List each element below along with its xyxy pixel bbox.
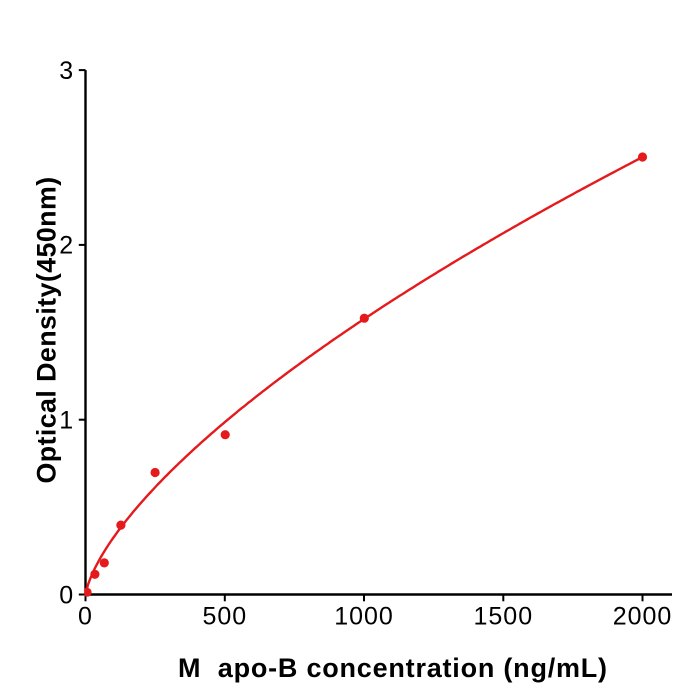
svg-text:0: 0 [78, 602, 93, 630]
svg-text:2000: 2000 [613, 602, 673, 630]
svg-text:Optical Density(450nm): Optical Density(450nm) [32, 176, 62, 483]
svg-text:1500: 1500 [473, 602, 533, 630]
svg-text:0: 0 [59, 581, 74, 609]
svg-text:500: 500 [202, 602, 247, 630]
svg-text:M apo-B concentration (ng/mL): M apo-B concentration (ng/mL) [178, 653, 608, 683]
svg-text:1000: 1000 [334, 602, 394, 630]
svg-text:1: 1 [59, 407, 74, 435]
svg-text:2: 2 [59, 232, 74, 260]
svg-text:3: 3 [59, 57, 74, 85]
